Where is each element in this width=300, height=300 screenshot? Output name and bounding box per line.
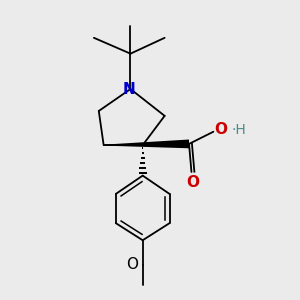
Text: O: O — [214, 122, 228, 137]
Text: O: O — [186, 175, 199, 190]
Text: O: O — [126, 257, 138, 272]
Text: N: N — [123, 82, 136, 97]
Polygon shape — [104, 140, 189, 148]
Text: ·H: ·H — [232, 123, 247, 137]
